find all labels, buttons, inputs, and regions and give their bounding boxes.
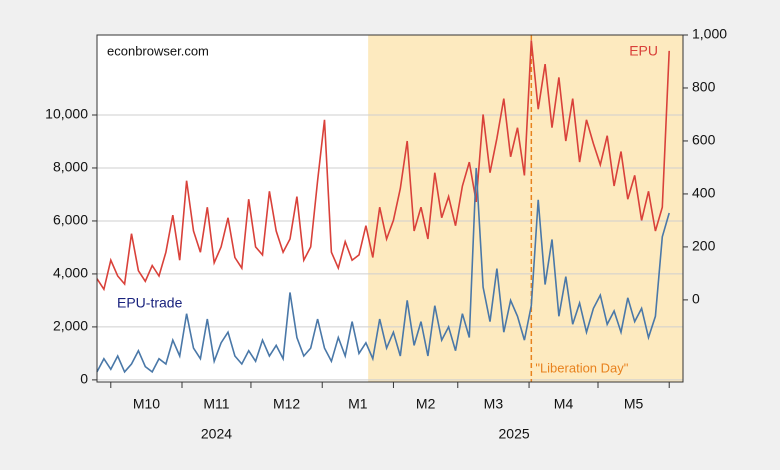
y2-tick-label: 1,000 [692,26,727,42]
series-line [96,167,670,374]
y-tick-label: 4,000 [53,265,88,281]
x-tick-label: M4 [554,396,574,412]
plot-frame [96,34,684,383]
y-tick-label: 2,000 [53,318,88,334]
x-tick-label: M1 [348,396,368,412]
source-label: econbrowser.com [107,43,209,58]
x-tick-label: M3 [484,396,504,412]
y2-tick-label: 800 [692,79,716,95]
series-line [96,40,670,292]
shaded-period [368,35,683,382]
y2-tick-label: 600 [692,132,716,148]
y-tick-label: 6,000 [53,212,88,228]
y2-tick-label: 0 [692,291,700,307]
y2-tick-label: 400 [692,185,716,201]
x-tick-label: M2 [416,396,436,412]
x-tick-label: M11 [203,396,229,412]
y-tick-label: 10,000 [45,106,88,122]
event-label: "Liberation Day" [535,360,628,375]
x-tick-label: M12 [273,396,300,412]
y-tick-label: 8,000 [53,159,88,175]
year-label: 2025 [499,426,530,442]
x-tick-label: M5 [624,396,644,412]
year-label: 2024 [201,426,232,442]
legend-label: EPU-trade [117,295,183,311]
y-tick-label: 0 [80,371,88,387]
legend-label: EPU [629,43,658,59]
x-tick-label: M10 [133,396,160,412]
y2-tick-label: 200 [692,238,716,254]
